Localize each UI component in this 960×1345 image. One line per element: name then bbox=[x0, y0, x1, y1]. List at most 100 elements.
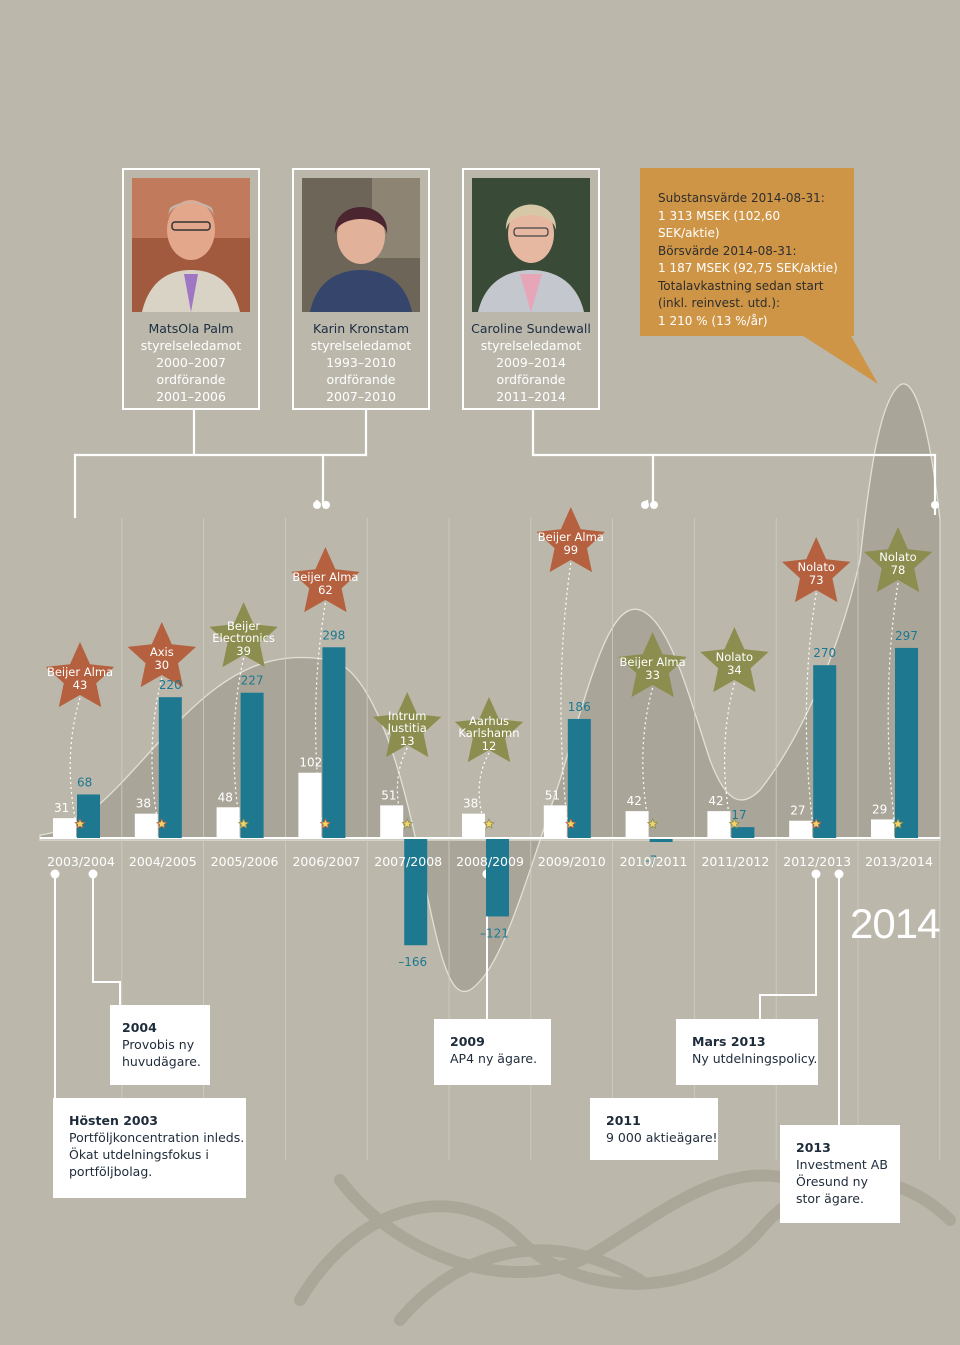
person-info-3: Caroline Sundewall styrelseledamot 2009–… bbox=[464, 320, 598, 405]
holding-name: Axis bbox=[150, 645, 174, 659]
person-role: ordförande bbox=[156, 372, 226, 387]
callout-line: (inkl. reinvest. utd.): bbox=[658, 296, 781, 310]
holding-marker bbox=[483, 818, 495, 829]
holding-name: Beijer Alma bbox=[538, 530, 604, 544]
holding-value: 99 bbox=[563, 543, 578, 557]
value-label-teal: 186 bbox=[568, 700, 591, 714]
holding-marker bbox=[156, 818, 168, 829]
holding-name: Nolato bbox=[716, 650, 753, 664]
holding-marker bbox=[74, 818, 86, 829]
value-label-white: 38 bbox=[463, 797, 478, 811]
value-label-white: 42 bbox=[708, 794, 723, 808]
note-title: 2009 bbox=[450, 1034, 485, 1049]
person-name: MatsOla Palm bbox=[148, 321, 234, 336]
holding-connector bbox=[560, 562, 572, 829]
callout-line: Börsvärde 2014-08-31: bbox=[658, 243, 797, 258]
note-title: 2013 bbox=[796, 1140, 831, 1155]
value-label-white: 29 bbox=[872, 802, 887, 816]
callout-line: 1 313 MSEK (102,60 SEK/aktie) bbox=[658, 208, 781, 241]
holding-marker bbox=[319, 818, 332, 829]
holding-value: 30 bbox=[154, 658, 169, 672]
note-line: Ökat utdelningsfokus i bbox=[69, 1147, 209, 1162]
bar-teal bbox=[322, 647, 346, 838]
value-label-white: 51 bbox=[545, 788, 560, 802]
holding-star bbox=[373, 692, 442, 758]
holding-value: 33 bbox=[645, 668, 660, 682]
bar-teal bbox=[895, 647, 918, 838]
holding-name: Justitia bbox=[387, 721, 427, 735]
value-label-white: 31 bbox=[54, 801, 69, 815]
holding-connector bbox=[69, 697, 81, 829]
holding-star bbox=[618, 632, 687, 698]
holding-star bbox=[209, 602, 278, 668]
value-label-white: 42 bbox=[627, 794, 642, 808]
value-label-white: 27 bbox=[790, 804, 805, 818]
value-label-teal: –121 bbox=[480, 926, 509, 940]
holding-value: 13 bbox=[400, 734, 415, 748]
bar-white bbox=[707, 811, 731, 838]
bar-white bbox=[543, 805, 567, 838]
holding-value: 12 bbox=[482, 739, 497, 753]
holding-marker bbox=[728, 818, 741, 829]
holding-name: Beijer Alma bbox=[620, 655, 686, 669]
callout-line: 1 210 % (13 %/år) bbox=[658, 313, 768, 328]
bar-white bbox=[625, 811, 649, 838]
person-period: 2009–2014 bbox=[496, 355, 566, 370]
value-label-teal: 220 bbox=[159, 678, 182, 692]
holding-name: Karlshamn bbox=[458, 726, 519, 740]
holding-star bbox=[782, 537, 851, 603]
callout-tail bbox=[800, 334, 878, 384]
holding-star bbox=[45, 642, 115, 708]
person-period: 2011–2014 bbox=[496, 389, 566, 404]
person-period: 2000–2007 bbox=[156, 355, 226, 370]
holding-connector bbox=[151, 677, 163, 829]
note-title: Hösten 2003 bbox=[69, 1113, 158, 1128]
current-year: 2014 bbox=[850, 900, 940, 947]
event-connectors bbox=[54, 875, 840, 1125]
value-label-white: 38 bbox=[136, 797, 151, 811]
note-2013: 2013 Investment AB Öresund ny stor ägare… bbox=[780, 1125, 900, 1223]
holding-star bbox=[863, 527, 933, 593]
holding-connector bbox=[805, 592, 817, 829]
holding-name: Beijer Alma bbox=[292, 570, 358, 584]
holding-marker bbox=[646, 818, 659, 829]
note-hosten-2003: Hösten 2003 Portföljkoncentration inleds… bbox=[53, 1098, 246, 1198]
person-info-1: MatsOla Palm styrelseledamot 2000–2007 o… bbox=[124, 320, 258, 405]
holding-star bbox=[454, 697, 524, 763]
note-line: AP4 ny ägare. bbox=[450, 1051, 538, 1066]
person-role: ordförande bbox=[326, 372, 396, 387]
bar-white bbox=[871, 819, 894, 838]
bar-white bbox=[216, 807, 240, 838]
holding-value: 43 bbox=[73, 678, 88, 692]
bar-white bbox=[789, 820, 813, 838]
holding-connector bbox=[723, 682, 735, 829]
bar-white bbox=[53, 818, 76, 838]
holding-value: 34 bbox=[727, 663, 742, 677]
x-tick-label: 2005/2006 bbox=[211, 854, 279, 869]
bar-white bbox=[380, 805, 404, 838]
labels-layer: 31 68 2003/2004 38 220 2004/2005 48 227 2005/200… bbox=[47, 628, 933, 969]
callout-line: 1 187 MSEK (92,75 SEK/aktie) bbox=[658, 261, 838, 275]
person-period: 1993–2010 bbox=[326, 355, 396, 370]
holding-name: Nolato bbox=[797, 560, 834, 574]
value-callout: Substansvärde 2014-08-31: 1 313 MSEK (10… bbox=[640, 168, 854, 336]
holding-name: Electronics bbox=[212, 631, 275, 645]
bar-teal bbox=[404, 839, 428, 946]
holding-connector bbox=[642, 687, 654, 829]
event-dots bbox=[50, 869, 844, 879]
x-tick-label: 2012/2013 bbox=[783, 854, 851, 869]
x-tick-label: 2003/2004 bbox=[47, 854, 115, 869]
person-name: Caroline Sundewall bbox=[471, 321, 591, 336]
callout-line: Totalavkastning sedan start bbox=[658, 278, 824, 293]
holding-marker bbox=[237, 818, 250, 829]
note-line: 9 000 aktieägare! bbox=[606, 1130, 718, 1145]
note-title: 2011 bbox=[606, 1113, 641, 1128]
holding-marker bbox=[401, 818, 413, 829]
holding-value: 39 bbox=[236, 644, 251, 658]
bars-layer bbox=[53, 647, 918, 946]
holding-connector bbox=[314, 602, 326, 829]
value-label-white: 51 bbox=[381, 788, 396, 802]
bar-teal bbox=[567, 718, 591, 838]
person-role: styrelseledamot bbox=[310, 338, 412, 353]
